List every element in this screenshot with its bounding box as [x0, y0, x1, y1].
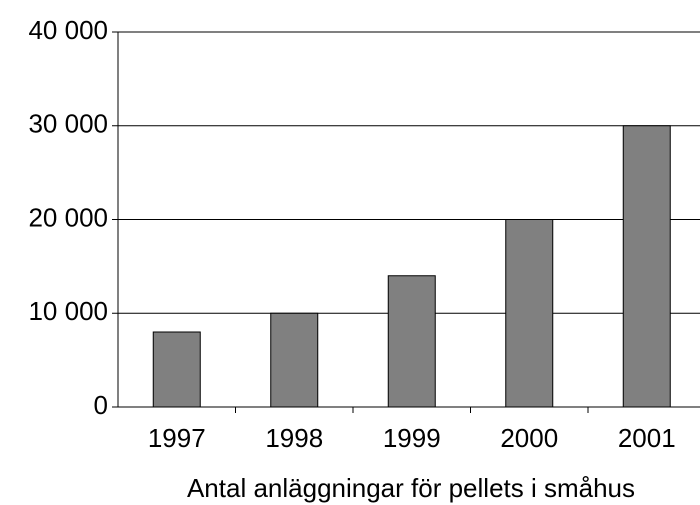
- bar: [505, 219, 554, 408]
- x-tick-label: 2000: [500, 423, 558, 453]
- bar: [270, 312, 319, 408]
- x-tick-label: 1999: [383, 423, 441, 453]
- x-axis-label: Antal anläggningar för pellets i småhus: [187, 473, 635, 503]
- x-tick-label: 1998: [265, 423, 323, 453]
- y-tick-label: 0: [94, 390, 108, 420]
- bar: [387, 275, 436, 408]
- y-tick-label: 10 000: [28, 296, 108, 326]
- x-tick-label: 1997: [148, 423, 206, 453]
- bar: [152, 331, 201, 408]
- x-tick-label: 2001: [618, 423, 676, 453]
- y-tick-label: 20 000: [28, 202, 108, 232]
- y-tick-label: 40 000: [28, 15, 108, 45]
- y-tick-label: 30 000: [28, 109, 108, 139]
- bar: [622, 125, 671, 408]
